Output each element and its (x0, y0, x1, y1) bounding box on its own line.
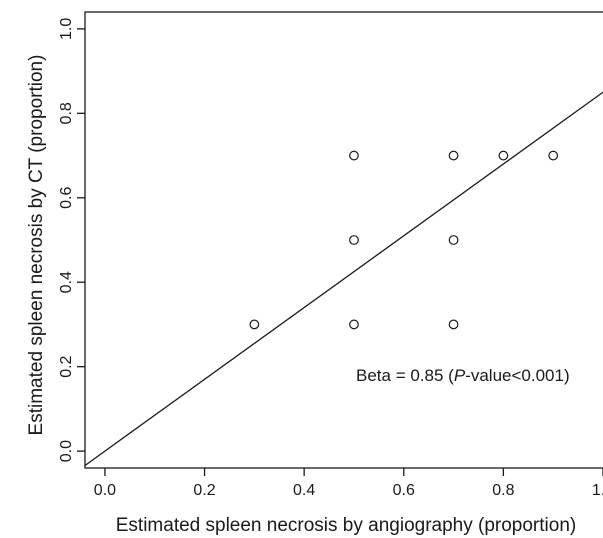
y-tick-label: 1.0 (58, 18, 75, 40)
data-point (349, 150, 359, 161)
data-point (548, 150, 559, 161)
data-point (349, 319, 359, 330)
annotation-p: P (454, 366, 466, 385)
x-tick-label: 0.6 (393, 482, 415, 499)
y-tick-label: 0.6 (58, 187, 75, 209)
annotation-prefix: Beta = 0.85 ( (356, 366, 454, 385)
x-tick-label: 0.4 (293, 482, 315, 499)
tick-labels: 0.0 0.2 0.4 0.6 0.8 1.0 0.0 0.2 0.4 0.6 0.8 1.0 (58, 18, 603, 499)
x-tick-label: 1.0 (592, 482, 603, 499)
data-point (349, 235, 359, 245)
data-points (249, 150, 559, 330)
annotation-suffix: -value<0.001) (465, 366, 569, 385)
y-tick-label: 0.2 (58, 355, 75, 377)
data-point (498, 150, 509, 161)
y-axis-label: Estimated spleen necrosis by CT (proport… (26, 55, 47, 436)
plot-frame (84, 11, 603, 469)
axis-ticks (77, 28, 603, 476)
y-tick-label: 0.4 (58, 271, 75, 293)
x-tick-label: 0.2 (193, 482, 215, 499)
regression-line (84, 91, 603, 466)
data-point (448, 235, 459, 245)
data-point (249, 319, 260, 330)
data-point (448, 150, 459, 161)
y-tick-label: 0.0 (58, 440, 75, 462)
x-axis-label: Estimated spleen necrosis by angiography… (116, 515, 576, 536)
beta-annotation: Beta = 0.85 (P-value<0.001) (356, 366, 570, 385)
x-tick-label: 0.0 (94, 482, 116, 499)
y-tick-label: 0.8 (58, 102, 75, 124)
data-point (448, 319, 459, 330)
x-tick-label: 0.8 (492, 482, 514, 499)
